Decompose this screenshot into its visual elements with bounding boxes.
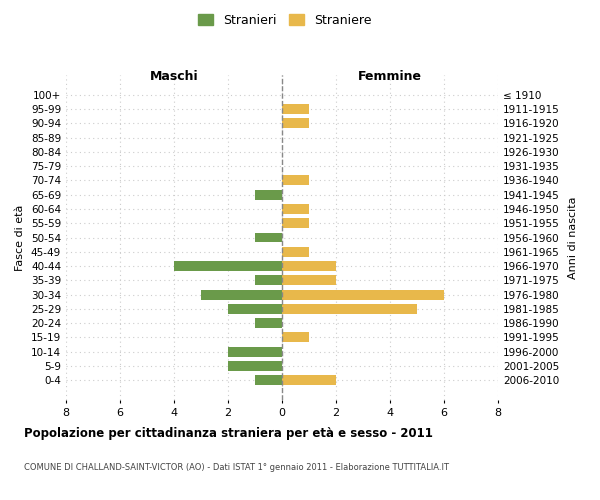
Bar [255, 318, 282, 328]
Bar [282, 375, 336, 385]
Bar [174, 261, 282, 271]
Bar [282, 247, 309, 257]
Bar [282, 290, 444, 300]
Bar [282, 176, 309, 186]
Text: Femmine: Femmine [358, 70, 422, 84]
Text: Maschi: Maschi [149, 70, 199, 84]
Bar [255, 276, 282, 285]
Bar [282, 261, 336, 271]
Bar [282, 104, 309, 114]
Bar [282, 304, 417, 314]
Bar [255, 232, 282, 242]
Bar [282, 332, 309, 342]
Bar [282, 204, 309, 214]
Bar [282, 118, 309, 128]
Text: Popolazione per cittadinanza straniera per età e sesso - 2011: Popolazione per cittadinanza straniera p… [24, 428, 433, 440]
Bar [228, 304, 282, 314]
Bar [228, 346, 282, 356]
Legend: Stranieri, Straniere: Stranieri, Straniere [193, 8, 377, 32]
Bar [282, 276, 336, 285]
Y-axis label: Fasce di età: Fasce di età [16, 204, 25, 270]
Bar [201, 290, 282, 300]
Bar [255, 375, 282, 385]
Bar [282, 218, 309, 228]
Bar [255, 190, 282, 200]
Y-axis label: Anni di nascita: Anni di nascita [568, 196, 578, 279]
Text: COMUNE DI CHALLAND-SAINT-VICTOR (AO) - Dati ISTAT 1° gennaio 2011 - Elaborazione: COMUNE DI CHALLAND-SAINT-VICTOR (AO) - D… [24, 462, 449, 471]
Bar [228, 361, 282, 371]
